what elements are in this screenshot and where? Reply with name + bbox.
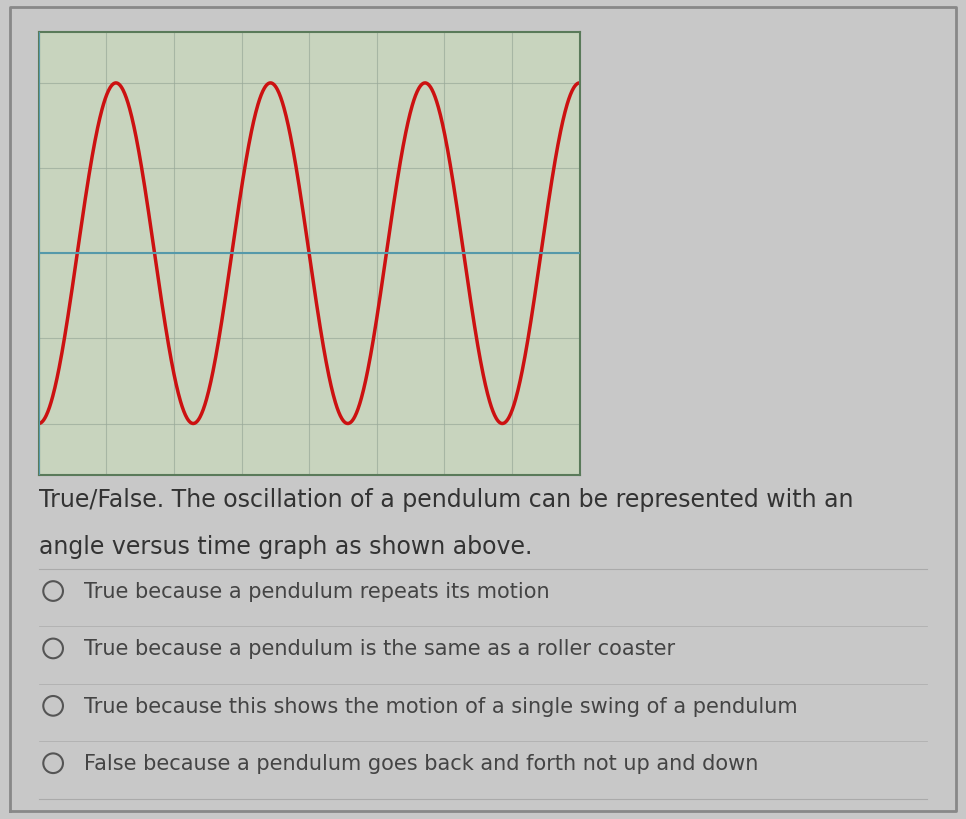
Text: True/False. The oscillation of a pendulum can be represented with an: True/False. The oscillation of a pendulu… <box>39 487 853 511</box>
Text: True because a pendulum is the same as a roller coaster: True because a pendulum is the same as a… <box>84 639 675 658</box>
Text: True because this shows the motion of a single swing of a pendulum: True because this shows the motion of a … <box>84 696 798 716</box>
Text: False because a pendulum goes back and forth not up and down: False because a pendulum goes back and f… <box>84 753 758 773</box>
Text: angle versus time graph as shown above.: angle versus time graph as shown above. <box>39 535 532 559</box>
Text: True because a pendulum repeats its motion: True because a pendulum repeats its moti… <box>84 581 550 601</box>
